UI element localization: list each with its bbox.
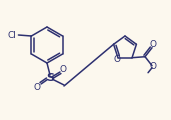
Text: O: O — [150, 62, 157, 71]
Text: O: O — [60, 66, 67, 75]
Text: O: O — [113, 55, 120, 64]
Text: O: O — [34, 83, 41, 91]
Text: O: O — [150, 40, 157, 49]
Text: S: S — [46, 73, 54, 83]
Text: Cl: Cl — [8, 30, 16, 39]
